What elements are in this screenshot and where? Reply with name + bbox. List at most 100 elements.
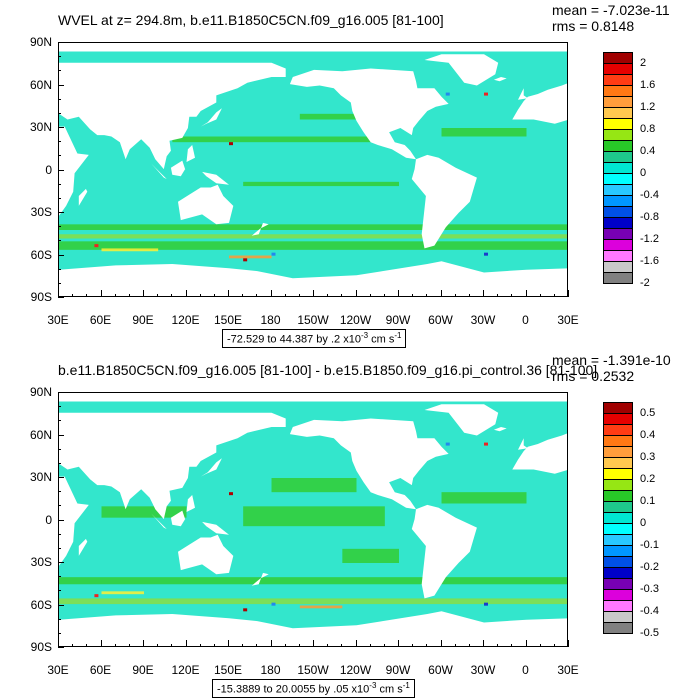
lon-minor-tick bbox=[355, 294, 357, 297]
lat-tick bbox=[58, 169, 64, 171]
panel-top: WVEL at z= 294.8m, b.e11.B1850C5CN.f09_g… bbox=[30, 2, 670, 348]
land-antarctica bbox=[59, 611, 567, 646]
lon-minor-tick bbox=[313, 644, 314, 647]
lon-minor-tick bbox=[86, 294, 88, 297]
lon-minor-tick bbox=[171, 294, 173, 297]
lat-minor-tick bbox=[58, 56, 61, 58]
lat-minor-tick bbox=[58, 42, 61, 43]
panel-stats: mean = -7.023e-11 rms = 0.8148 bbox=[552, 2, 670, 34]
lon-minor-tick bbox=[100, 294, 102, 297]
legend-label: -0.4 bbox=[640, 189, 659, 201]
lon-minor-tick bbox=[369, 294, 371, 297]
lat-tick bbox=[58, 84, 64, 86]
legend-label: 2 bbox=[640, 57, 647, 69]
lon-minor-tick bbox=[440, 294, 442, 297]
lon-minor-tick bbox=[228, 294, 229, 297]
panel-title: WVEL at z= 294.8m, b.e11.B1850C5CN.f09_g… bbox=[58, 12, 444, 28]
lon-tick bbox=[185, 290, 187, 297]
legend-label: 1.6 bbox=[640, 79, 656, 91]
lon-tick bbox=[568, 290, 569, 297]
lon-minor-tick bbox=[284, 644, 286, 647]
lon-tick-label: 30E bbox=[557, 313, 579, 327]
range-unit-exponent: -1 bbox=[394, 331, 402, 340]
lon-minor-tick bbox=[58, 644, 59, 647]
lat-minor-tick bbox=[58, 98, 61, 100]
lat-minor-tick bbox=[58, 183, 61, 185]
legend-label: 0.5 bbox=[640, 407, 656, 419]
lon-minor-tick bbox=[270, 644, 272, 647]
lon-minor-tick bbox=[483, 294, 484, 297]
lon-tick-label: 120E bbox=[171, 313, 200, 327]
lon-minor-tick bbox=[228, 644, 229, 647]
legend-label: -0.3 bbox=[640, 583, 659, 595]
lon-minor-tick bbox=[341, 644, 343, 647]
land-madagascar bbox=[78, 188, 88, 206]
lon-tick-label: 60E bbox=[89, 313, 112, 327]
map-field bbox=[59, 393, 567, 646]
range-main: -15.3889 to 20.0055 by .05 x10 bbox=[217, 683, 370, 696]
lon-minor-tick bbox=[327, 644, 329, 647]
lon-minor-tick bbox=[72, 294, 74, 297]
lon-minor-tick bbox=[539, 644, 541, 647]
land-eurasia bbox=[59, 43, 286, 170]
lat-minor-tick bbox=[58, 254, 61, 256]
lon-minor-tick bbox=[114, 294, 116, 297]
lon-tick-label: 150W bbox=[297, 663, 329, 677]
lon-minor-tick bbox=[185, 644, 187, 647]
lat-minor-tick bbox=[58, 647, 61, 648]
lon-minor-tick bbox=[383, 294, 385, 297]
lon-tick-label: 60E bbox=[89, 663, 112, 677]
lon-minor-tick bbox=[483, 644, 484, 647]
lat-minor-tick bbox=[58, 297, 61, 298]
lon-tick bbox=[440, 640, 442, 647]
lat-minor-tick bbox=[58, 604, 61, 606]
lon-minor-tick bbox=[256, 644, 258, 647]
lat-minor-tick bbox=[58, 448, 61, 450]
lon-minor-tick bbox=[128, 294, 130, 297]
lon-minor-tick bbox=[213, 294, 215, 297]
lon-minor-tick bbox=[468, 294, 470, 297]
land-iceland bbox=[493, 77, 507, 82]
lon-minor-tick bbox=[284, 294, 286, 297]
land-japan bbox=[200, 458, 222, 477]
legend-label: 0.1 bbox=[640, 495, 656, 507]
lon-tick bbox=[440, 290, 442, 297]
rms-text: rms = 0.8148 bbox=[552, 18, 635, 34]
lon-tick-label: 30W bbox=[470, 663, 496, 677]
lat-minor-tick bbox=[58, 155, 61, 157]
lon-minor-tick bbox=[313, 294, 314, 297]
map-plot bbox=[58, 42, 568, 297]
legend-label: -0.1 bbox=[640, 539, 659, 551]
lat-minor-tick bbox=[58, 477, 61, 478]
lat-tick-label: 60N bbox=[29, 427, 52, 442]
land-nam bbox=[289, 418, 449, 510]
lon-minor-tick bbox=[185, 294, 187, 297]
lon-tick-label: 150W bbox=[297, 313, 329, 327]
lat-minor-tick bbox=[58, 533, 61, 535]
lat-minor-tick bbox=[58, 462, 61, 464]
lon-minor-tick bbox=[86, 644, 88, 647]
lon-minor-tick bbox=[497, 644, 499, 647]
land-uk bbox=[518, 88, 528, 100]
panel-bottom: b.e11.B1850C5CN.f09_g16.005 [81-100] - b… bbox=[0, 350, 700, 700]
lat-minor-tick bbox=[58, 562, 61, 563]
lon-tick-label: 30E bbox=[47, 663, 69, 677]
lon-tick-label: 120W bbox=[339, 663, 372, 677]
land-borneo bbox=[170, 160, 186, 177]
lon-minor-tick bbox=[525, 294, 527, 297]
lon-minor-tick bbox=[383, 644, 385, 647]
lon-tick-label: 150E bbox=[213, 663, 243, 677]
lat-tick-label: 30S bbox=[30, 555, 52, 569]
lon-minor-tick bbox=[553, 644, 555, 647]
land-europe bbox=[512, 433, 567, 474]
lon-tick bbox=[270, 640, 272, 647]
lon-minor-tick bbox=[143, 644, 144, 647]
lat-minor-tick bbox=[58, 632, 61, 634]
land-australia bbox=[178, 534, 234, 575]
lon-tick bbox=[525, 290, 527, 297]
land-arctic-cap bbox=[59, 393, 567, 402]
lat-tick bbox=[58, 127, 64, 128]
lon-tick-label: 60W bbox=[428, 663, 453, 677]
legend-color-box bbox=[603, 622, 633, 634]
